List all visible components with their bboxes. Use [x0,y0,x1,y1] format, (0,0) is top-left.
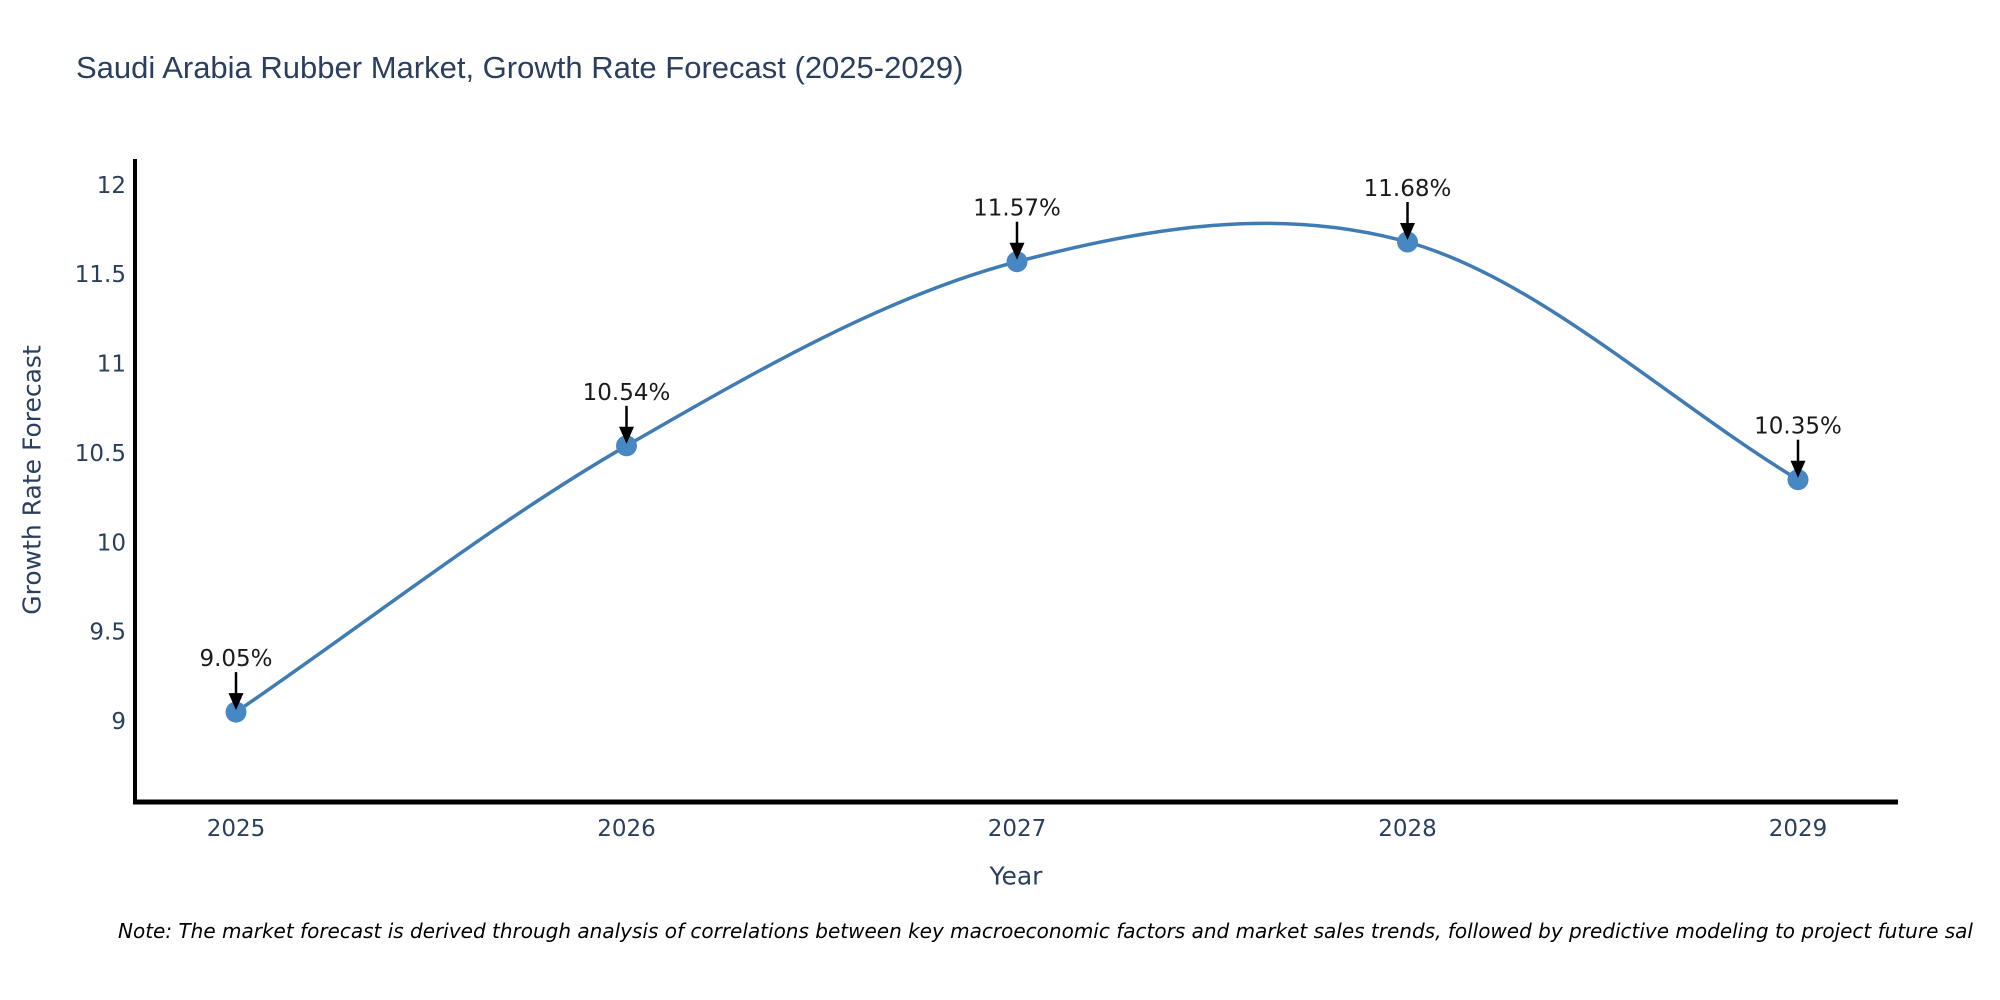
annotation-arrow-head [1790,460,1806,478]
data-point-label: 9.05% [199,646,272,672]
chart-footnote: Note: The market forecast is derived thr… [118,919,1973,943]
data-point-label: 11.57% [973,196,1061,222]
annotation-arrow-head [1009,242,1025,260]
y-tick-label: 11.5 [75,262,126,288]
data-point-label: 11.68% [1364,176,1452,202]
x-tick-label: 2028 [1378,816,1437,842]
chart-title: Saudi Arabia Rubber Market, Growth Rate … [76,50,964,85]
y-tick-label: 9.5 [89,620,126,646]
y-tick-label: 10 [97,530,126,556]
y-tick-label: 10.5 [75,441,126,467]
data-point-marker [1787,469,1809,491]
data-point-label: 10.54% [583,380,671,406]
y-tick-label: 12 [97,173,126,199]
y-tick-label: 9 [111,709,126,735]
forecast-line [235,221,1799,714]
x-tick-label: 2029 [1769,816,1828,842]
x-tick-label: 2027 [988,816,1047,842]
data-point-marker [1397,231,1418,253]
x-tick-label: 2025 [207,816,266,842]
data-point-marker [616,435,637,457]
data-point-marker [225,701,247,723]
annotation-arrow-head [1400,223,1415,240]
annotation-arrow-head [228,693,244,711]
annotation-arrow-head [619,426,634,444]
data-point-marker [1006,251,1028,273]
x-tick-label: 2026 [597,816,656,842]
data-point-label: 10.35% [1754,414,1842,440]
y-tick-label: 11 [97,352,126,378]
x-axis-title: Year [989,861,1043,891]
